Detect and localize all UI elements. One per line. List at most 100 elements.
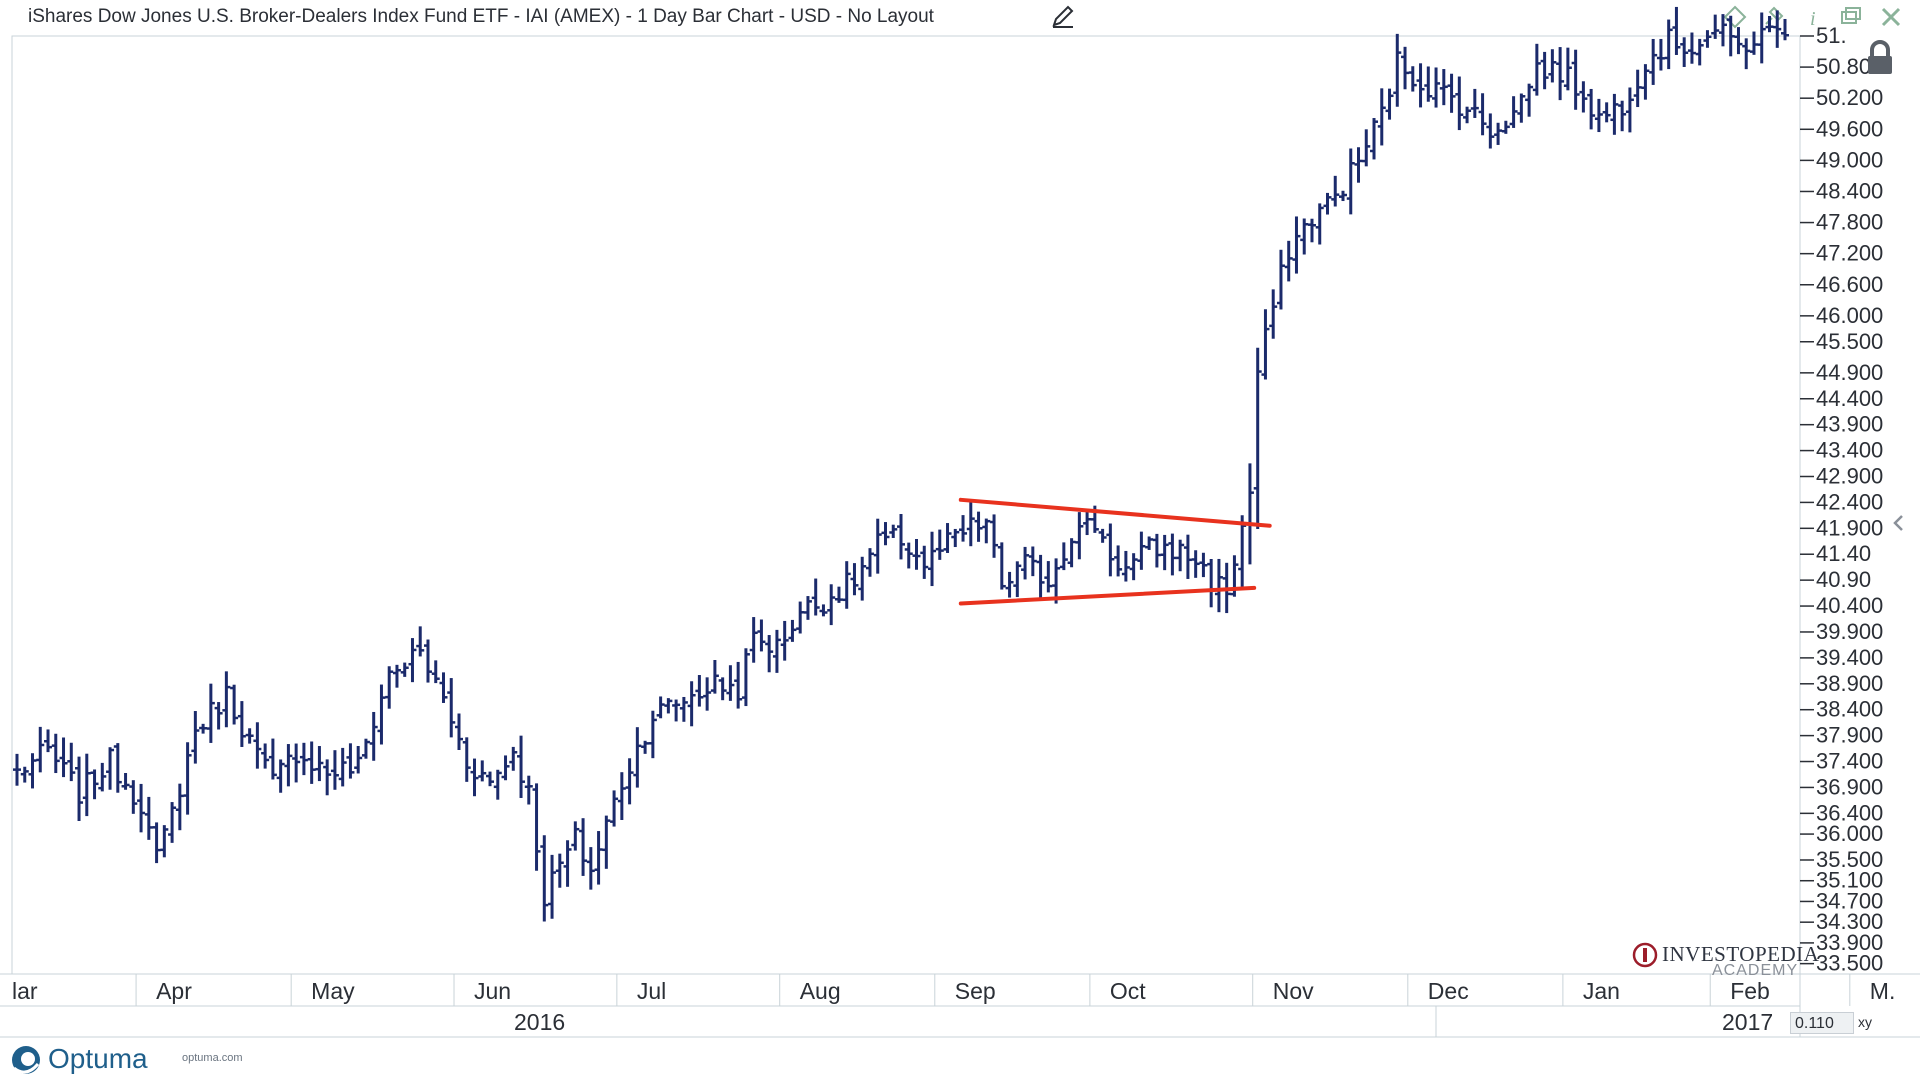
edit-pencil-icon[interactable]: [1050, 5, 1076, 29]
ohlc-bar: [1408, 66, 1417, 92]
close-icon[interactable]: [1878, 4, 1904, 30]
ohlc-bar: [718, 677, 727, 701]
trendline-lower[interactable]: [958, 585, 1257, 606]
collapse-arrow-icon[interactable]: [1888, 508, 1910, 538]
ohlc-bar: [168, 802, 177, 843]
month-label[interactable]: Feb: [1730, 978, 1770, 1004]
ohlc-bar: [858, 556, 867, 601]
ohlc-bar: [1339, 190, 1347, 202]
ohlc-bar: [1563, 47, 1572, 91]
year-label[interactable]: 2017: [1722, 1009, 1773, 1035]
ohlc-bar: [1044, 561, 1053, 593]
ohlc-bar: [1385, 88, 1394, 120]
trendline-upper[interactable]: [958, 497, 1272, 528]
ohlc-bar: [1726, 15, 1735, 57]
month-label[interactable]: Oct: [1110, 978, 1146, 1004]
month-label[interactable]: May: [311, 978, 355, 1004]
month-label[interactable]: Aug: [800, 978, 841, 1004]
ohlc-bar: [431, 660, 440, 684]
ohlc-bar: [486, 771, 495, 787]
xy-toggle[interactable]: xy: [1858, 1014, 1872, 1030]
diamond-icon[interactable]: [1722, 4, 1748, 30]
price-tick-label: 42.400: [1816, 489, 1883, 514]
month-label[interactable]: Jan: [1583, 978, 1620, 1004]
ohlc-bar: [392, 664, 401, 688]
ohlc-bar: [199, 723, 208, 734]
ohlc-bar: [563, 840, 572, 887]
scale-value-box[interactable]: 0.110: [1790, 1012, 1854, 1034]
investopedia-logo-icon: [1632, 942, 1658, 968]
month-label[interactable]: M.: [1870, 978, 1896, 1004]
ohlc-bar: [1121, 550, 1130, 582]
optuma-brand[interactable]: Optuma: [48, 1043, 148, 1074]
month-label[interactable]: lar: [12, 978, 38, 1004]
ohlc-bar: [44, 729, 53, 753]
ohlc-bar: [1447, 73, 1456, 113]
price-tick-label: 38.400: [1816, 697, 1883, 722]
ohlc-bar: [90, 769, 99, 800]
price-tick-label: 38.900: [1816, 671, 1883, 696]
price-tick-label: 37.900: [1816, 723, 1883, 748]
ohlc-bar: [966, 501, 975, 547]
ohlc-bar: [1300, 218, 1309, 255]
price-tick-label: 34.700: [1816, 888, 1883, 913]
month-label[interactable]: Jul: [637, 978, 666, 1004]
ohlc-bar: [672, 699, 681, 722]
ohlc-bar: [524, 775, 533, 805]
price-tick-label: 43.400: [1816, 438, 1883, 463]
price-tick-label: 48.400: [1816, 178, 1883, 203]
price-tick-label: 40.90: [1816, 567, 1871, 592]
ohlc-bar: [1625, 87, 1634, 133]
ohlc-bar: [641, 740, 650, 754]
year-label[interactable]: 2016: [514, 1009, 565, 1035]
ohlc-bar: [82, 753, 91, 817]
ohlc-bar: [160, 825, 169, 858]
restore-icon[interactable]: [1838, 4, 1864, 30]
optuma-url[interactable]: optuma.com: [182, 1052, 243, 1064]
month-label[interactable]: Apr: [156, 978, 192, 1004]
optuma-logo-icon[interactable]: [10, 1044, 42, 1076]
info-icon[interactable]: i: [1800, 4, 1826, 30]
ohlc-bar: [974, 511, 983, 542]
trendlines[interactable]: [958, 497, 1272, 606]
ohlc-bar: [1145, 536, 1154, 550]
ohlc-bar: [439, 672, 448, 703]
price-tick-label: 47.200: [1816, 241, 1883, 266]
price-tick-label: 35.500: [1816, 847, 1883, 872]
ohlc-bar: [1245, 463, 1254, 565]
ohlc-bar: [726, 665, 735, 701]
month-label[interactable]: Dec: [1428, 978, 1469, 1004]
month-label[interactable]: Nov: [1273, 978, 1314, 1004]
lock-icon[interactable]: [1860, 38, 1900, 78]
ohlc-bar: [935, 529, 944, 560]
ohlc-bars: [13, 6, 1789, 922]
price-tick-label: 50.200: [1816, 85, 1883, 110]
ohlc-bar: [1579, 81, 1588, 113]
ohlc-bar: [1641, 64, 1650, 100]
ohlc-bar: [509, 746, 518, 771]
month-label[interactable]: Sep: [955, 978, 996, 1004]
time-axis[interactable]: lar Apr May Jun Jul Aug Sep Oct Nov Dec Jan Feb M. 20…: [12, 974, 1895, 1037]
ohlc-bar: [59, 737, 68, 778]
ohlc-bar: [959, 515, 968, 542]
ohlc-bar: [447, 678, 456, 738]
ohlc-bar: [1331, 175, 1340, 207]
ohlc-bar: [245, 728, 254, 744]
ohlc-bar: [423, 639, 432, 683]
ohlc-bar: [928, 531, 937, 587]
ohlc-bar: [765, 635, 774, 673]
ohlc-bar: [594, 831, 603, 885]
price-tick-label: 39.900: [1816, 619, 1883, 644]
ohlc-bar: [338, 747, 347, 787]
ohlc-bar: [121, 773, 130, 790]
ohlc-bar: [1532, 43, 1541, 96]
ohlc-bar: [478, 760, 487, 782]
ohlc-bar: [540, 835, 549, 922]
ohlc-bar: [1695, 38, 1704, 66]
month-label[interactable]: Jun: [474, 978, 511, 1004]
price-tick-label: 51.: [1816, 23, 1847, 48]
ohlc-bar: [67, 742, 76, 782]
price-axis[interactable]: 51.50.80050.20049.60049.00048.40047.8004…: [1800, 23, 1883, 976]
ohlc-bar: [455, 713, 463, 750]
